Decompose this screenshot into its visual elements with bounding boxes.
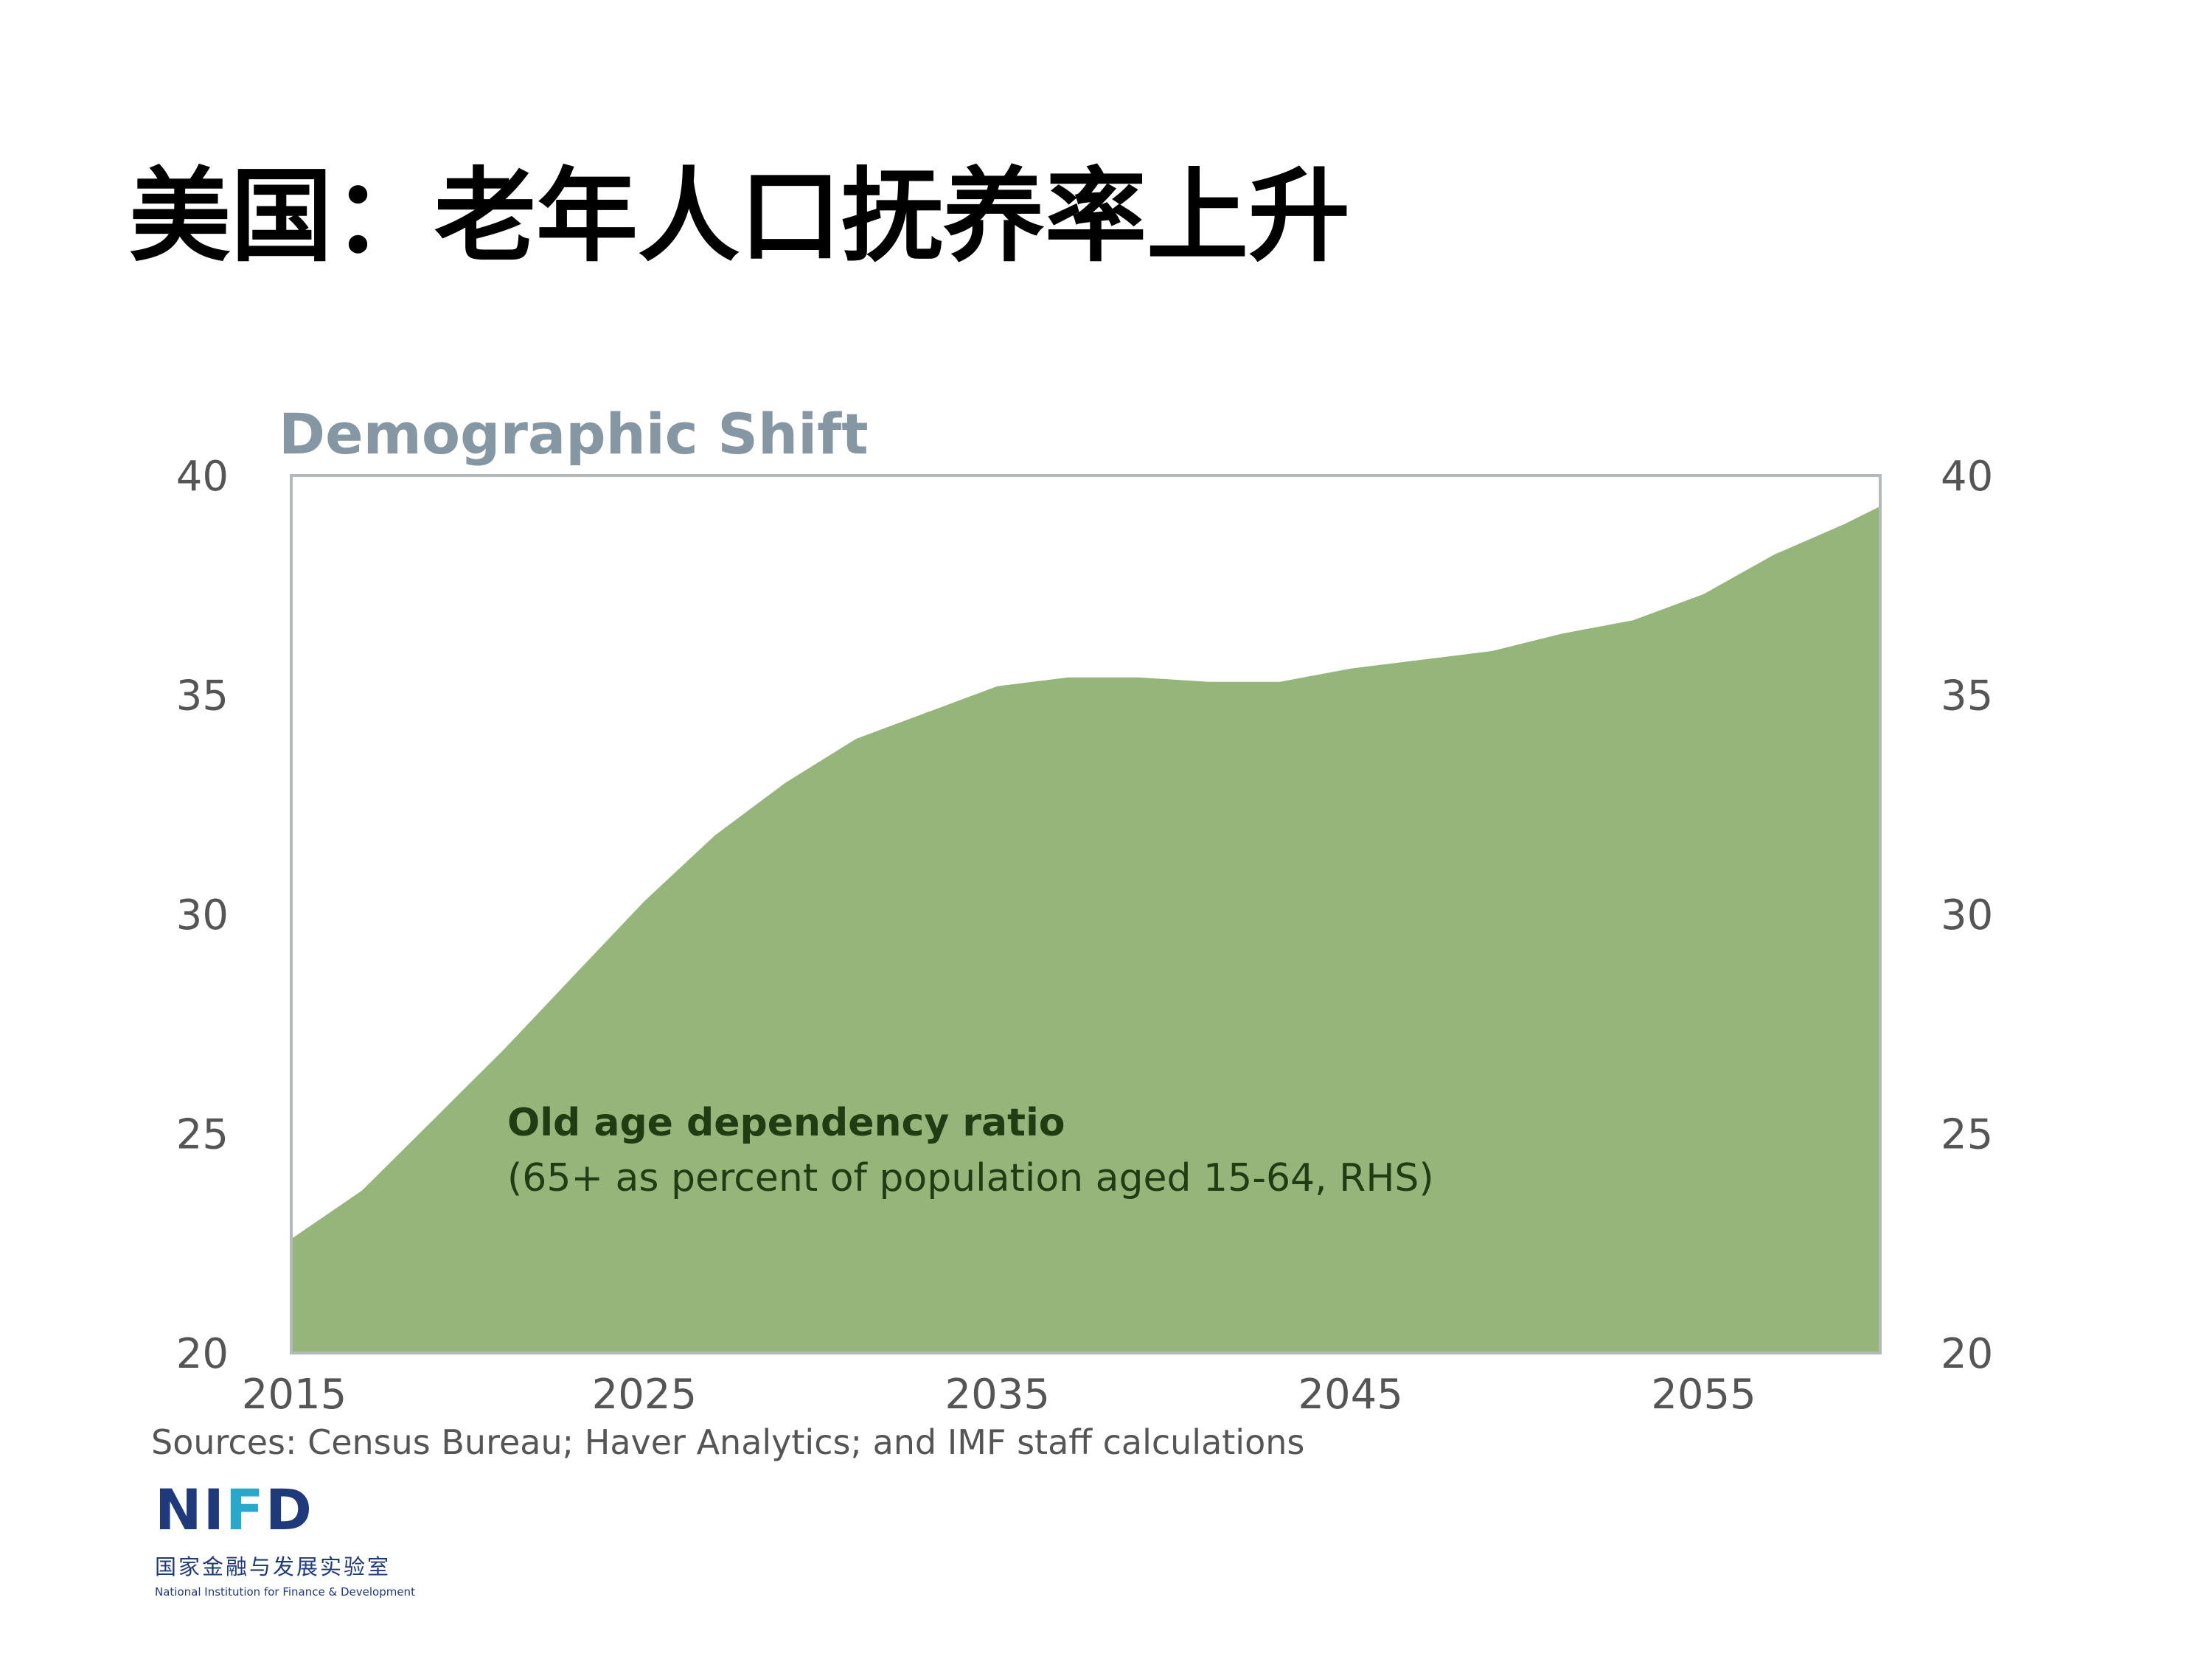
logo: NIFD 国家金融与发展实验室 National Institution for…: [155, 1482, 435, 1599]
x-tick-2025: 2025: [592, 1371, 698, 1419]
x-tick-2035: 2035: [945, 1371, 1051, 1419]
area-series-0: [291, 506, 1880, 1354]
slide-title: 美国：老年人口抚养率上升: [129, 157, 1351, 276]
x-tick-2045: 2045: [1298, 1371, 1403, 1419]
logo-chinese-name: 国家金融与发展实验室: [155, 1554, 392, 1579]
y-tick-right-30: 30: [1941, 891, 1993, 939]
y-tick-right-35: 35: [1941, 672, 1993, 720]
y-tick-left-30: 30: [176, 891, 229, 939]
y-tick-right-25: 25: [1941, 1111, 1993, 1159]
y-tick-left-40: 40: [176, 453, 229, 501]
y-tick-right-40: 40: [1941, 453, 1993, 501]
plot-frame: [290, 474, 1882, 1354]
annotation-title: Old age dependency ratio: [507, 1101, 1065, 1145]
y-tick-left-20: 20: [176, 1330, 229, 1378]
chart-source: Sources: Census Bureau; Haver Analytics;…: [151, 1422, 1304, 1462]
logo-english-name: National Institution for Finance & Devel…: [155, 1585, 415, 1599]
x-tick-2055: 2055: [1651, 1371, 1756, 1419]
x-tick-2015: 2015: [242, 1371, 347, 1419]
y-tick-left-35: 35: [176, 672, 229, 720]
logo-mark: NIFD: [155, 1477, 313, 1543]
chart-title: Demographic Shift: [279, 401, 869, 467]
y-tick-left-25: 25: [176, 1111, 229, 1159]
y-tick-right-20: 20: [1941, 1330, 1993, 1378]
annotation-subtitle: (65+ as percent of population aged 15-64…: [507, 1156, 1434, 1200]
